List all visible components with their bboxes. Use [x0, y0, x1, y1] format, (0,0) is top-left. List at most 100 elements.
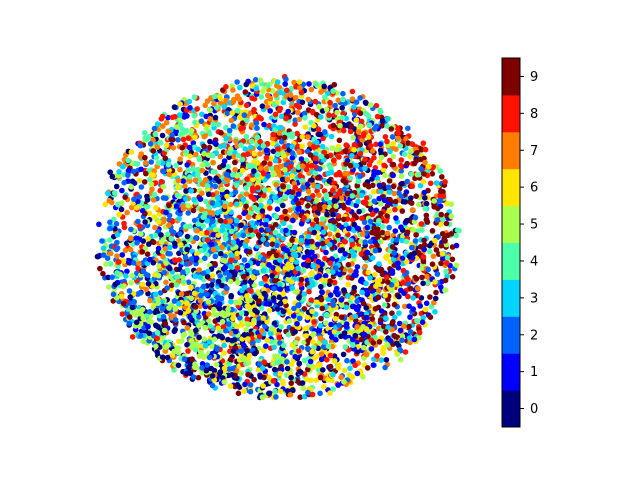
scatter-point: [156, 263, 162, 269]
scatter-point: [351, 147, 357, 153]
scatter-point: [335, 362, 342, 368]
scatter-point: [289, 387, 296, 393]
scatter-point: [262, 186, 268, 193]
scatter-point: [403, 238, 410, 245]
scatter-point: [364, 314, 370, 321]
scatter-point: [244, 117, 250, 124]
scatter-point: [386, 224, 393, 231]
scatter-point: [391, 250, 398, 256]
scatter-point: [389, 244, 396, 250]
scatter-point: [170, 145, 177, 151]
scatter-point: [284, 271, 291, 278]
scatter-point: [315, 183, 321, 190]
scatter-point: [382, 315, 389, 321]
scatter-point: [308, 271, 314, 278]
scatter-point: [362, 181, 369, 188]
scatter-point: [238, 126, 244, 132]
scatter-point: [163, 260, 169, 266]
scatter-point: [238, 370, 244, 376]
scatter-point: [259, 208, 266, 214]
scatter-point: [344, 357, 350, 364]
scatter-point: [200, 223, 206, 229]
scatter-point: [400, 280, 407, 286]
scatter-point: [140, 238, 147, 244]
scatter-point: [410, 226, 416, 233]
scatter-point: [212, 183, 219, 190]
scatter-point: [280, 150, 286, 157]
scatter-point: [260, 170, 267, 177]
scatter-point: [151, 191, 158, 198]
scatter-point: [293, 259, 300, 265]
scatter-point: [404, 178, 411, 185]
scatter-point: [272, 388, 278, 395]
scatter-point: [173, 203, 180, 209]
scatter-point: [358, 251, 365, 257]
scatter-point: [277, 300, 284, 307]
scatter-point: [379, 118, 386, 124]
scatter-point: [258, 197, 264, 204]
scatter-point: [290, 313, 297, 319]
scatter-point: [252, 77, 259, 83]
scatter-point: [199, 162, 206, 168]
scatter-point: [421, 237, 427, 244]
scatter-point: [185, 202, 191, 209]
scatter-point: [316, 328, 323, 334]
scatter-point: [113, 221, 120, 227]
scatter-point: [206, 354, 213, 361]
scatter-point: [322, 273, 329, 279]
scatter-point: [338, 333, 344, 340]
scatter-point: [214, 210, 220, 216]
scatter-point: [118, 206, 125, 213]
scatter-point: [181, 319, 187, 326]
scatter-point: [328, 225, 335, 231]
scatter-point: [118, 293, 125, 300]
scatter-point: [307, 358, 314, 365]
scatter-point: [369, 316, 376, 322]
scatter-point: [384, 138, 390, 145]
scatter-point: [110, 291, 117, 298]
scatter-point: [453, 262, 460, 269]
scatter-point: [96, 221, 102, 228]
scatter-point: [135, 218, 141, 225]
scatter-point: [191, 290, 198, 297]
scatter-point: [166, 171, 172, 178]
scatter-point: [171, 328, 178, 335]
scatter-point: [177, 101, 183, 107]
scatter-point: [192, 119, 198, 126]
scatter-point: [262, 275, 268, 282]
scatter-point: [154, 335, 160, 342]
scatter-point: [256, 298, 262, 305]
scatter-point: [315, 241, 321, 248]
scatter-point: [267, 205, 273, 211]
scatter-point: [423, 300, 430, 307]
scatter-point: [407, 339, 413, 346]
scatter-point: [230, 87, 236, 93]
scatter-point: [315, 234, 322, 241]
scatter-point: [240, 273, 247, 280]
scatter-point: [240, 196, 247, 203]
scatter-point: [264, 92, 271, 99]
scatter-point: [431, 198, 438, 204]
scatter-point: [318, 114, 324, 120]
scatter-point: [298, 237, 305, 244]
scatter-point: [378, 154, 385, 161]
scatter-point: [312, 98, 319, 105]
scatter-point: [196, 267, 202, 273]
scatter-point: [438, 260, 444, 267]
scatter-point: [223, 236, 229, 242]
scatter-point: [151, 214, 158, 220]
scatter-point: [353, 272, 359, 278]
scatter-point: [201, 336, 208, 342]
scatter-point: [411, 250, 418, 257]
scatter-point: [139, 249, 146, 255]
scatter-point: [422, 205, 429, 212]
scatter-point: [192, 177, 199, 183]
scatter-point: [119, 187, 125, 194]
scatter-point: [439, 231, 446, 237]
scatter-point: [251, 269, 258, 275]
scatter-point: [130, 260, 137, 266]
scatter-point: [413, 232, 419, 238]
scatter-point: [199, 190, 205, 197]
scatter-point: [420, 280, 426, 287]
